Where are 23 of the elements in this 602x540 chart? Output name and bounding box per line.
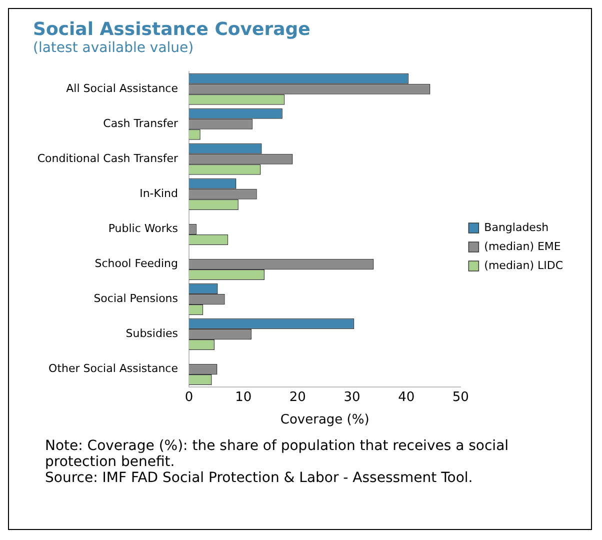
chart-title: Social Assistance Coverage [32,19,312,40]
legend-label: (median) EME [484,240,561,253]
x-tick-label: 40 [398,390,415,405]
x-tick-label: 0 [184,390,194,405]
y-tick-label: Other Social Assistance [48,362,178,376]
x-tick-label: 10 [235,390,252,405]
text: Note: Coverage (%): the share of population that receives a social protection benefit. [45,438,510,470]
y-tick-label: Cash Transfer [103,116,178,130]
x-axis-title: Coverage (%) [280,412,370,428]
y-tick-label: In-Kind [140,187,178,200]
y-tick-label: Subsidies [126,327,178,340]
legend-label: (median) LIDC [484,258,564,272]
y-tick-label: Public Works [108,222,178,236]
y-tick-label: School Feeding [94,257,178,270]
y-tick-label: Conditional Cash Transfer [37,152,178,166]
legend-label: Bangladesh [484,220,549,234]
source-note: Source: IMF FAD Social Protection & Labor - Assessment Tool. [45,470,474,486]
chart-subtitle: (latest available value) [32,40,195,56]
y-tick-label: Social Pensions [94,292,178,306]
y-tick-label: All Social Assistance [66,82,178,95]
x-tick-label: 30 [344,390,360,405]
x-tick-label: 20 [289,390,306,405]
x-tick-label: 50 [452,390,469,405]
